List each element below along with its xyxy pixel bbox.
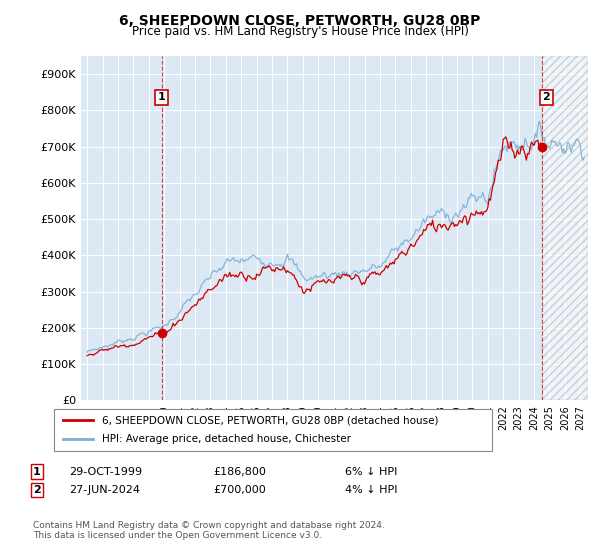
Text: 1: 1 xyxy=(158,92,166,102)
Text: £700,000: £700,000 xyxy=(213,485,266,495)
Text: Price paid vs. HM Land Registry's House Price Index (HPI): Price paid vs. HM Land Registry's House … xyxy=(131,25,469,38)
Text: 2: 2 xyxy=(542,92,550,102)
Bar xyxy=(542,56,588,400)
Text: This data is licensed under the Open Government Licence v3.0.: This data is licensed under the Open Gov… xyxy=(33,531,322,540)
Text: 29-OCT-1999: 29-OCT-1999 xyxy=(69,466,142,477)
Text: 6, SHEEPDOWN CLOSE, PETWORTH, GU28 0BP: 6, SHEEPDOWN CLOSE, PETWORTH, GU28 0BP xyxy=(119,14,481,28)
Text: 27-JUN-2024: 27-JUN-2024 xyxy=(69,485,140,495)
Text: £186,800: £186,800 xyxy=(213,466,266,477)
Text: HPI: Average price, detached house, Chichester: HPI: Average price, detached house, Chic… xyxy=(102,435,351,445)
Text: Contains HM Land Registry data © Crown copyright and database right 2024.: Contains HM Land Registry data © Crown c… xyxy=(33,521,385,530)
Text: 6% ↓ HPI: 6% ↓ HPI xyxy=(345,466,397,477)
Text: 6, SHEEPDOWN CLOSE, PETWORTH, GU28 0BP (detached house): 6, SHEEPDOWN CLOSE, PETWORTH, GU28 0BP (… xyxy=(102,415,439,425)
Text: 1: 1 xyxy=(33,466,41,477)
Text: 4% ↓ HPI: 4% ↓ HPI xyxy=(345,485,398,495)
Text: 2: 2 xyxy=(33,485,41,495)
